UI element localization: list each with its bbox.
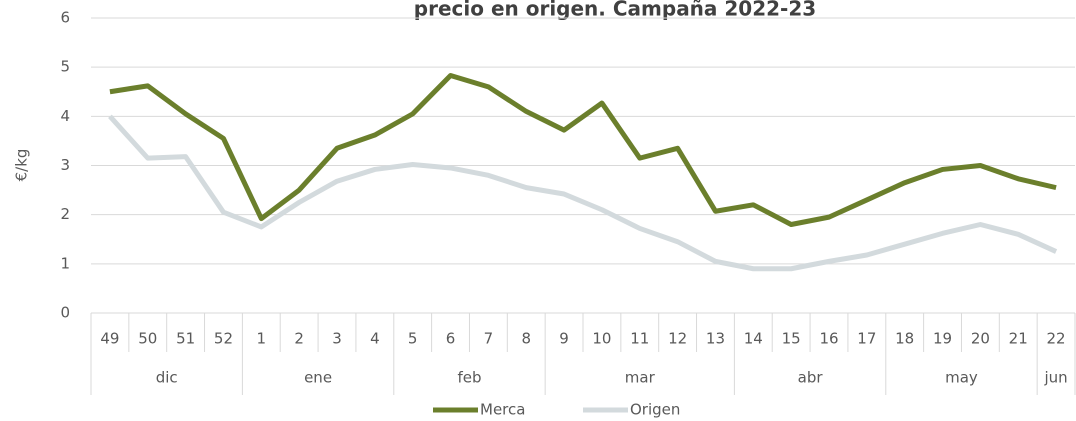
x-tick-label: 6 [446, 330, 456, 348]
x-tick-label: 16 [819, 330, 838, 348]
x-tick-label: 5 [408, 330, 418, 348]
x-tick-label: 49 [100, 330, 119, 348]
line-series [108, 114, 1058, 272]
line-series [109, 73, 1057, 227]
x-tick-label: 21 [1009, 330, 1028, 348]
y-tick-label: 4 [60, 107, 70, 125]
x-tick-label: 12 [668, 330, 687, 348]
x-tick-label: 14 [744, 330, 763, 348]
x-tick-label: 11 [630, 330, 649, 348]
x-tick-label: 3 [332, 330, 342, 348]
x-tick-label: 52 [214, 330, 233, 348]
x-tick-label: 9 [559, 330, 569, 348]
y-tick-label: 3 [60, 156, 70, 174]
x-group-label: abr [798, 369, 824, 387]
x-tick-label: 13 [706, 330, 725, 348]
y-tick-label: 2 [60, 205, 70, 223]
x-tick-label: 7 [484, 330, 494, 348]
x-tick-label: 8 [521, 330, 531, 348]
x-group-label: jun [1043, 369, 1067, 387]
x-group-label: mar [625, 369, 656, 387]
x-tick-label: 4 [370, 330, 380, 348]
x-tick-label: 10 [592, 330, 611, 348]
x-tick-label: 51 [176, 330, 195, 348]
x-group-label: may [945, 369, 978, 387]
x-tick-label: 19 [933, 330, 952, 348]
x-group-label: dic [156, 369, 178, 387]
y-tick-label: 5 [60, 58, 70, 76]
x-tick-label: 18 [895, 330, 914, 348]
x-group-label: ene [304, 369, 332, 387]
y-tick-label: 6 [60, 9, 70, 27]
x-tick-label: 20 [971, 330, 990, 348]
x-tick-label: 1 [257, 330, 267, 348]
x-tick-label: 15 [782, 330, 801, 348]
x-tick-label: 22 [1047, 330, 1066, 348]
x-group-label: feb [457, 369, 481, 387]
chart-title: precio en origen. Campaña 2022-23 [414, 0, 816, 21]
legend-label: Origen [630, 401, 680, 419]
y-axis-label: €/kg [13, 149, 31, 182]
x-tick-label: 2 [294, 330, 304, 348]
x-tick-label: 50 [138, 330, 157, 348]
y-tick-label: 1 [60, 254, 70, 272]
x-tick-label: 17 [857, 330, 876, 348]
legend-label: Merca [480, 401, 525, 419]
y-tick-label: 0 [60, 304, 70, 322]
